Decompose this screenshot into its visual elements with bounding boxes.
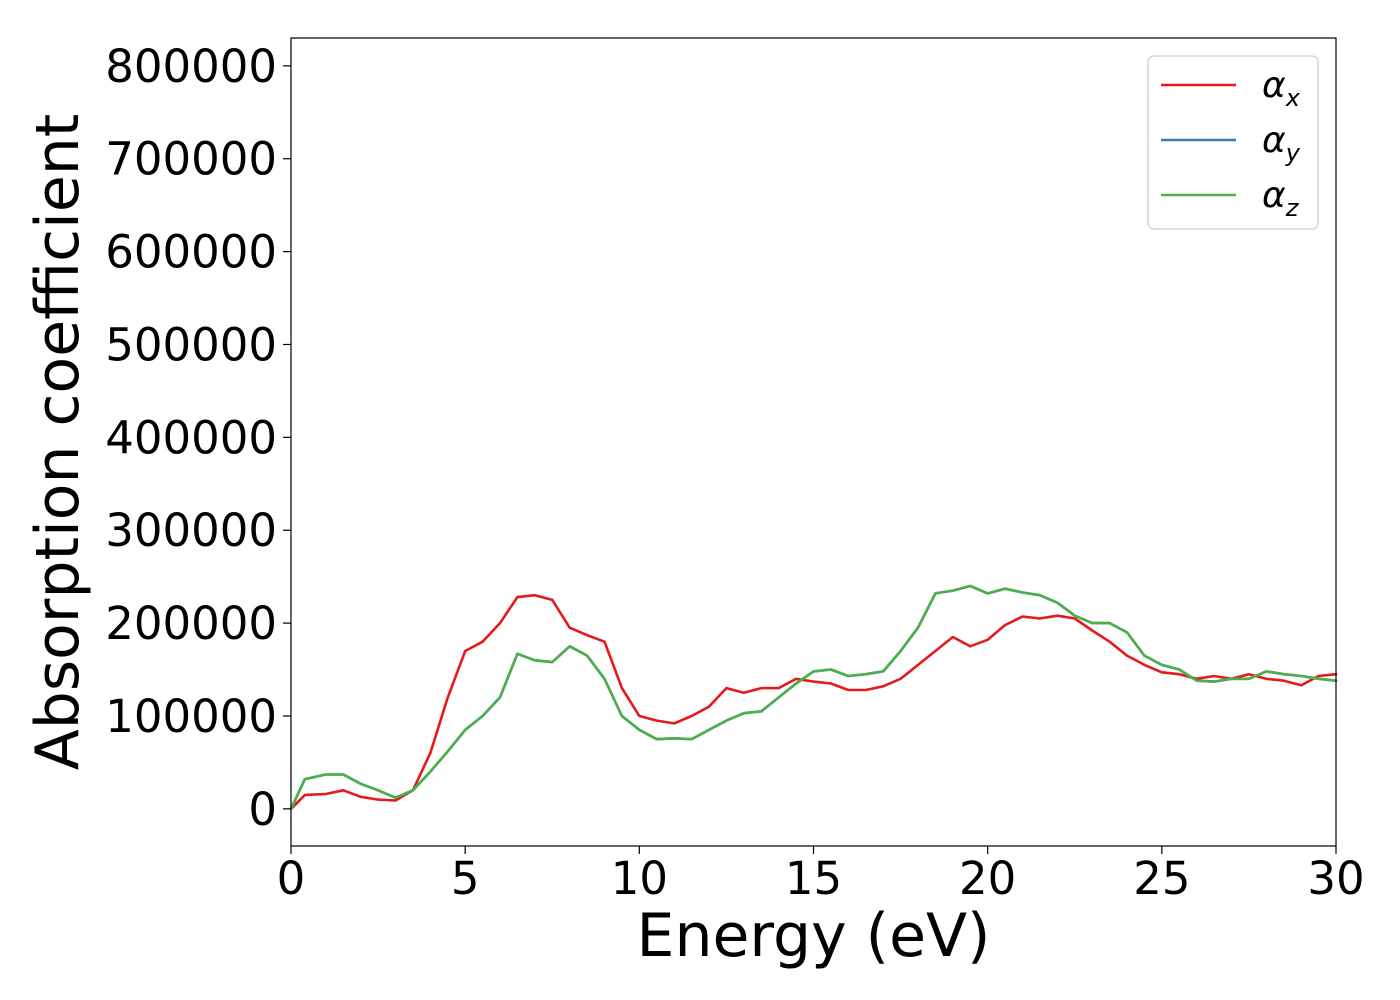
y-tick-label: 300000: [105, 504, 277, 557]
y-tick-label: 700000: [105, 133, 277, 186]
y-tick-label: 400000: [105, 411, 277, 464]
legend-box: [1147, 55, 1319, 230]
y-tick-label: 500000: [105, 318, 277, 371]
x-axis-title: Energy (eV): [637, 901, 991, 971]
legend-label-subscript: x: [1285, 84, 1301, 112]
y-tick-label: 200000: [105, 597, 277, 650]
legend-label-y: αy: [1262, 120, 1301, 167]
y-tick-label: 800000: [105, 40, 277, 93]
legend-label-symbol: α: [1262, 120, 1286, 161]
x-tick-label: 0: [277, 852, 306, 905]
x-tick-label: 10: [611, 852, 668, 905]
legend-label-z: αz: [1262, 175, 1300, 222]
series-line-x: [289, 593, 1338, 811]
y-tick-label: 600000: [105, 226, 277, 279]
x-tick-label: 25: [1133, 852, 1190, 905]
x-axis-ticks: 0 5 10 15 20 25 30: [277, 846, 1365, 905]
y-tick-label: 100000: [105, 690, 277, 743]
legend-label-x: αx: [1262, 65, 1301, 112]
legend-label-subscript: y: [1285, 139, 1301, 167]
series-line-z: [289, 584, 1338, 811]
series-layer: [289, 584, 1338, 811]
y-axis-ticks: 0 100000 200000 300000 400000 500000 600000 700…: [105, 40, 291, 836]
legend-label-subscript: z: [1285, 194, 1300, 222]
y-axis-title: Absorption coefficient: [23, 114, 93, 771]
x-tick-label: 20: [959, 852, 1016, 905]
legend-label-symbol: α: [1262, 65, 1286, 106]
x-tick-label: 30: [1307, 852, 1364, 905]
y-tick-label: 0: [248, 783, 277, 836]
x-tick-label: 15: [785, 852, 842, 905]
x-tick-label: 5: [451, 852, 480, 905]
legend-label-symbol: α: [1262, 175, 1286, 216]
